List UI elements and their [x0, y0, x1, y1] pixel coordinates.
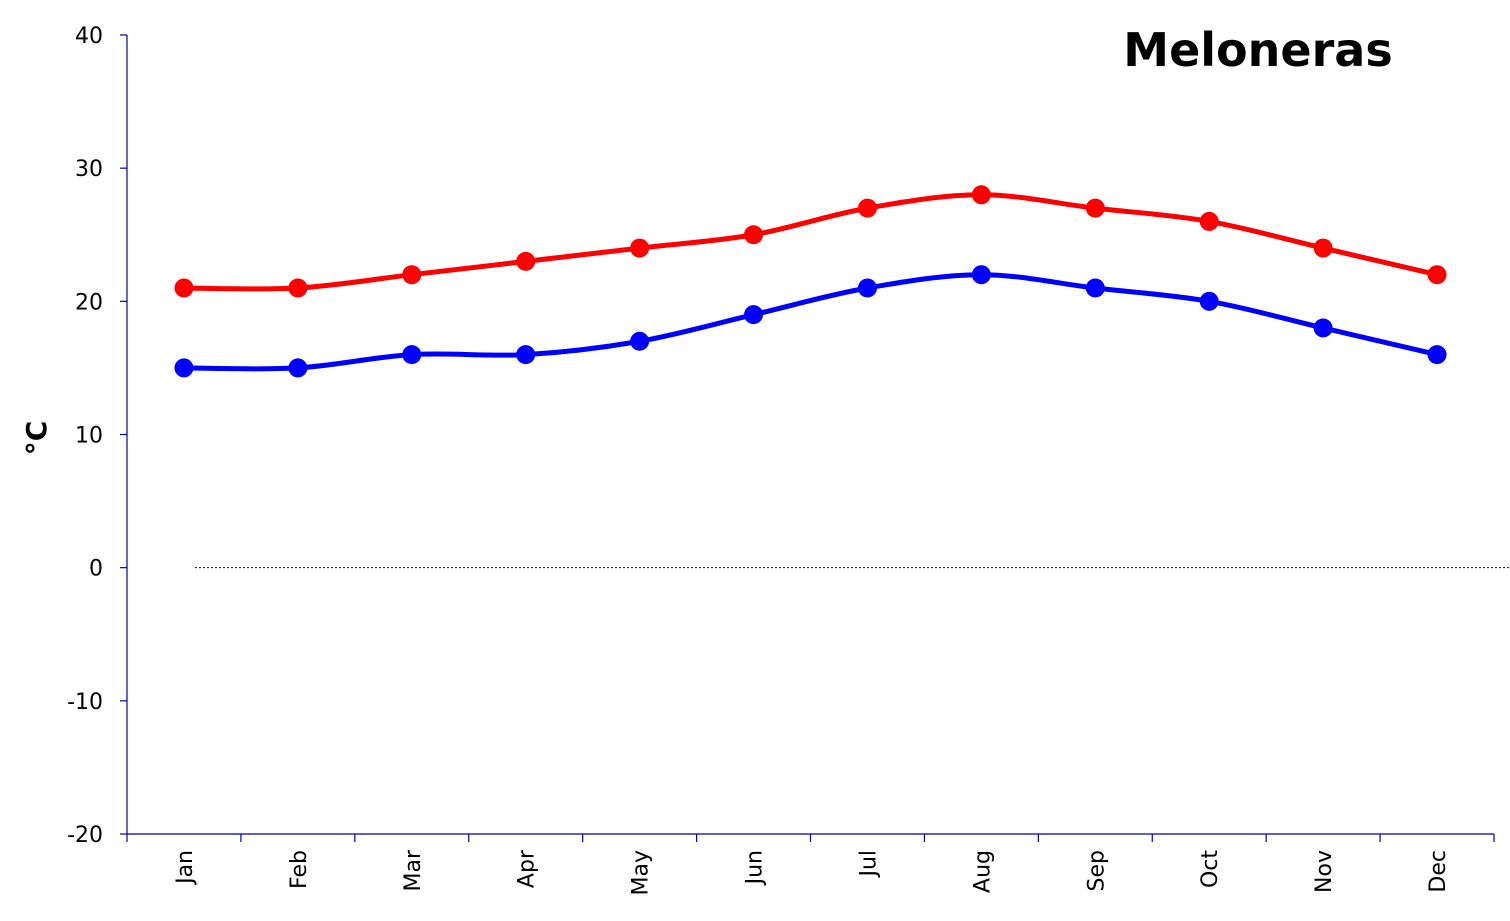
x-tick-label: Feb — [287, 850, 312, 889]
data-point-1-may — [630, 238, 650, 258]
x-tick-label: Jun — [743, 850, 768, 886]
data-point-1-apr — [516, 251, 536, 271]
x-tick-label: Dec — [1426, 850, 1451, 893]
data-point-2-may — [630, 331, 650, 351]
x-tick-label: May — [629, 850, 654, 895]
data-point-2-feb — [288, 358, 308, 378]
x-tick-label: Oct — [1198, 850, 1223, 888]
series-line-1 — [183, 192, 1438, 292]
series-line-2 — [183, 272, 1438, 372]
series-group — [174, 185, 1447, 378]
data-point-1-dec — [1427, 265, 1447, 285]
y-tick-label: -10 — [67, 690, 103, 715]
data-point-2-sep — [1085, 278, 1105, 298]
data-point-1-jul — [857, 198, 877, 218]
y-tick-label: 40 — [75, 24, 103, 49]
data-point-2-oct — [1199, 291, 1219, 311]
y-tick-label: 0 — [89, 557, 103, 582]
y-tick-label: 30 — [75, 157, 103, 182]
data-point-2-jun — [744, 305, 764, 325]
x-tick-label: Apr — [515, 849, 540, 888]
data-point-1-oct — [1199, 211, 1219, 231]
data-point-2-jan — [174, 358, 194, 378]
data-point-1-aug — [971, 185, 991, 205]
x-tick-label: Sep — [1084, 850, 1109, 891]
axes: -20 -10 0 10 20 30 40 Jan Feb Mar Apr May Jun Jul Aug S… — [67, 24, 1495, 895]
x-tick-label: Mar — [401, 849, 426, 891]
data-point-2-jul — [857, 278, 877, 298]
x-tick-label: Aug — [970, 850, 995, 893]
data-point-1-feb — [288, 278, 308, 298]
x-tick-label: Jul — [856, 850, 881, 879]
y-tick-label: 10 — [75, 424, 103, 449]
x-tick-label: Nov — [1312, 850, 1337, 893]
data-point-2-apr — [516, 345, 536, 365]
y-axis-label: °C — [20, 421, 53, 456]
y-tick-label: 20 — [75, 290, 103, 315]
data-point-1-nov — [1313, 238, 1333, 258]
data-point-1-jun — [744, 225, 764, 245]
data-point-2-mar — [402, 345, 422, 365]
data-point-1-mar — [402, 265, 422, 285]
y-tick-label: -20 — [67, 823, 103, 848]
data-point-1-jan — [174, 278, 194, 298]
data-point-2-nov — [1313, 318, 1333, 338]
x-tick-label: Jan — [173, 850, 198, 886]
data-point-1-sep — [1085, 198, 1105, 218]
data-point-2-dec — [1427, 345, 1447, 365]
data-point-2-aug — [971, 265, 991, 285]
chart-title: Meloneras — [1123, 23, 1392, 77]
